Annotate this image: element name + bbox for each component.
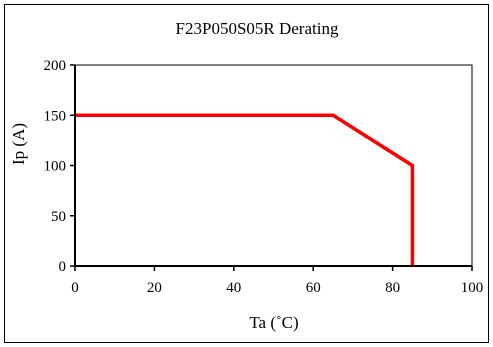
chart-title: F23P050S05R Derating: [176, 19, 339, 38]
x-tick-label: 100: [461, 280, 484, 296]
y-tick-label: 100: [44, 159, 67, 175]
series-layer: [75, 113, 415, 266]
x-tick-label: 0: [71, 280, 79, 296]
x-tick-label: 40: [226, 280, 241, 296]
x-tick-label: 60: [306, 280, 321, 296]
y-axis-label: Ip (A): [9, 123, 28, 165]
y-tick-label: 200: [44, 58, 67, 74]
x-tick-label: 20: [147, 280, 162, 296]
plot-border: [74, 64, 473, 267]
plot-area: [74, 64, 473, 267]
x-axis-label: Ta (˚C): [249, 313, 298, 332]
y-tick-label: 0: [59, 259, 67, 275]
derating-series-line: [75, 113, 415, 266]
y-tick-label: 50: [51, 209, 66, 225]
y-tick-label: 150: [44, 108, 67, 124]
tick-labels: 0 50 100 150 200 0 20 40 60 80 100: [44, 58, 484, 296]
x-tick-label: 80: [385, 280, 400, 296]
